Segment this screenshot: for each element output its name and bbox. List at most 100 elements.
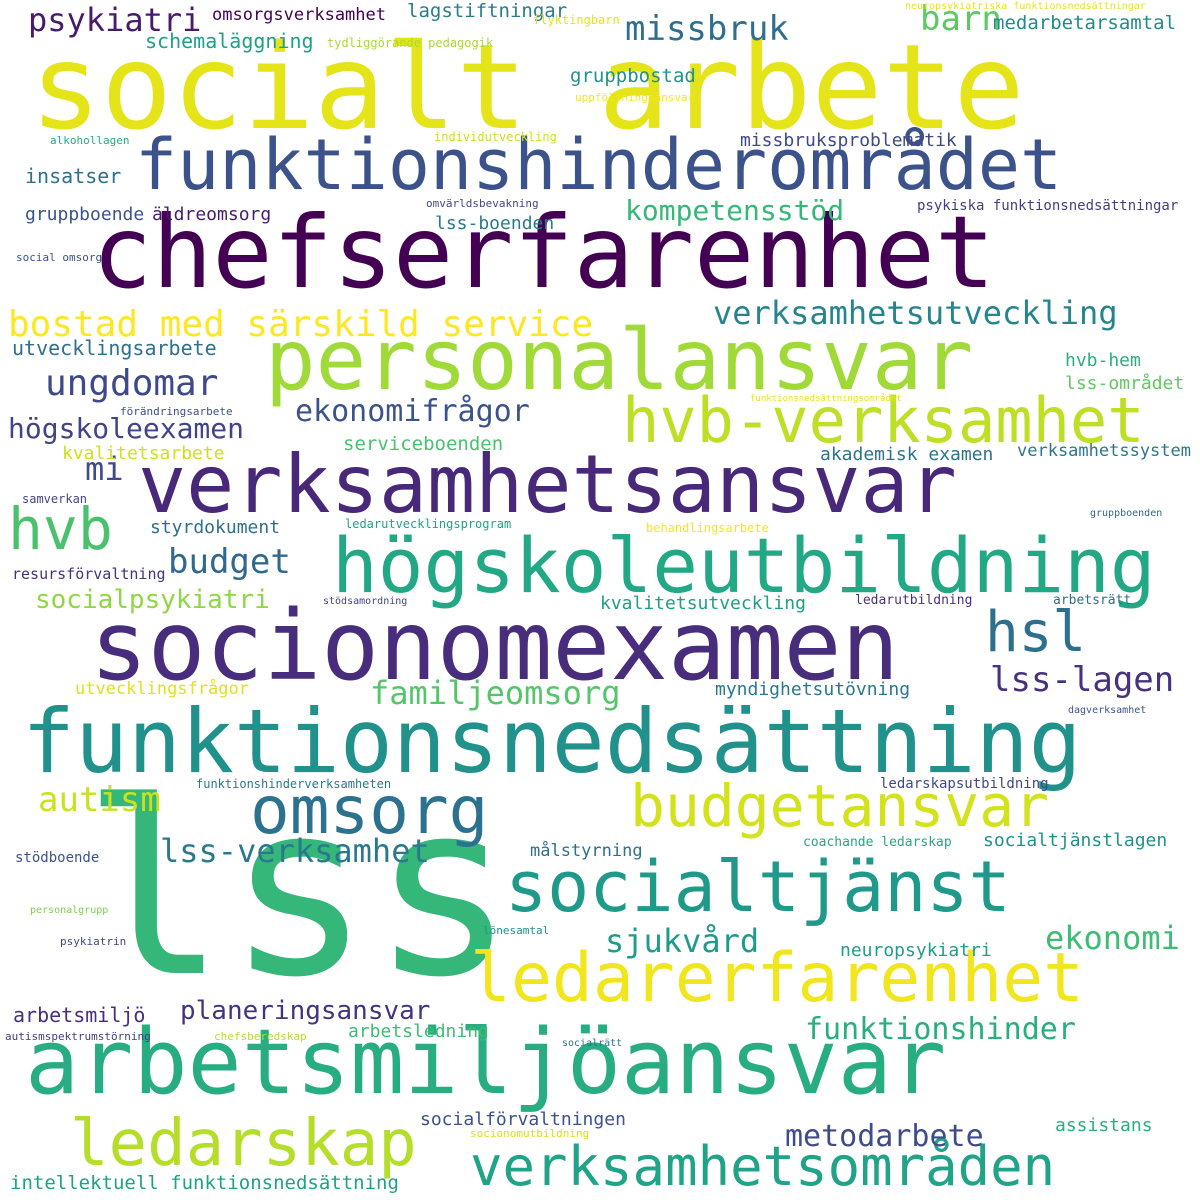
word: högskoleexamen bbox=[8, 412, 245, 445]
word: utvecklingsarbete bbox=[12, 336, 217, 360]
word: ledarskap bbox=[70, 1107, 417, 1181]
word: lagstiftningar bbox=[407, 0, 568, 22]
word: tydliggörande pedagogik bbox=[327, 36, 494, 50]
word: budget bbox=[168, 542, 291, 582]
word: familjeomsorg bbox=[370, 674, 621, 712]
word: planeringsansvar bbox=[180, 996, 431, 1026]
word: flyktingbarn bbox=[533, 13, 620, 27]
word: samverkan bbox=[22, 492, 88, 506]
word: arbetsrätt bbox=[1053, 593, 1132, 608]
word: socialt arbete bbox=[30, 18, 1025, 156]
word: omvärldsbevakning bbox=[426, 197, 539, 210]
word: alkohollagen bbox=[50, 134, 130, 147]
word: dagverksamhet bbox=[1068, 705, 1147, 716]
word: verksamhetsutveckling bbox=[713, 294, 1118, 332]
word: lss-lagen bbox=[990, 660, 1175, 700]
word: kvalitetsutveckling bbox=[600, 593, 806, 614]
word: socialrätt bbox=[562, 1038, 623, 1049]
word: psykiatrin bbox=[60, 935, 127, 948]
word: funktionshinderområdet bbox=[135, 124, 1063, 206]
word: kompetensstöd bbox=[625, 194, 845, 227]
word: sjukvård bbox=[605, 922, 760, 960]
word: autismspektrumstörning bbox=[5, 1030, 151, 1043]
word: neuropsykiatriska funktionsnedsättningar bbox=[905, 1, 1146, 12]
word: metodarbete bbox=[785, 1119, 984, 1154]
word: hvb-verksamhet bbox=[622, 384, 1145, 457]
word: ledarskapsutbildning bbox=[880, 776, 1049, 792]
word: hsl bbox=[985, 600, 1087, 665]
word: ledarerfarenhet bbox=[470, 939, 1085, 1018]
word: medarbetarsamtal bbox=[993, 12, 1177, 34]
word: arbetsmiljöansvar bbox=[25, 1010, 947, 1115]
word: missbruksproblematik bbox=[740, 130, 957, 151]
word: kvalitetsarbete bbox=[62, 443, 225, 464]
word: autism bbox=[38, 780, 161, 820]
word: psykiska funktionsnedsättningar bbox=[917, 198, 1179, 214]
word: styrdokument bbox=[150, 517, 281, 538]
word: lss-området bbox=[1065, 373, 1185, 394]
word: verksamhetssystem bbox=[1017, 441, 1191, 461]
word: socialpsykiatri bbox=[35, 585, 270, 615]
word: neuropsykiatri bbox=[840, 940, 992, 961]
word: mi bbox=[85, 450, 124, 488]
word: budgetansvar bbox=[630, 772, 1050, 840]
word: stödboende bbox=[15, 850, 100, 866]
word: chefsberedskap bbox=[214, 1030, 307, 1043]
word: social omsorg bbox=[16, 251, 103, 264]
word: myndighetsutövning bbox=[715, 679, 911, 700]
word: ekonomifrågor bbox=[295, 394, 530, 429]
word: ekonomi bbox=[1045, 919, 1180, 957]
word: lss-boenden bbox=[435, 213, 555, 234]
word: missbruk bbox=[625, 9, 789, 49]
word: målstyrning bbox=[530, 841, 643, 861]
word: akademisk examen bbox=[820, 444, 994, 465]
word: psykiatri bbox=[28, 1, 202, 39]
word: barn bbox=[920, 0, 1002, 39]
word: uppföljningsansvar bbox=[575, 91, 695, 104]
word: omsorg bbox=[250, 772, 489, 849]
word: funktionsnedsättning bbox=[22, 690, 1082, 793]
word: gruppboende bbox=[25, 204, 145, 225]
word: assistans bbox=[1055, 1115, 1153, 1136]
word: socionomexamen bbox=[90, 590, 900, 702]
word: ledarutbildning bbox=[855, 593, 973, 608]
word: funktionshinder bbox=[805, 1012, 1076, 1047]
word: lss-verksamhet bbox=[160, 832, 430, 870]
word: omsorgsverksamhet bbox=[212, 5, 386, 25]
word: lss bbox=[82, 750, 516, 1030]
word: socialtjänst bbox=[505, 846, 1011, 928]
word: hvb bbox=[8, 495, 113, 563]
word: chefserfarenhet bbox=[92, 194, 996, 311]
word: ledarutvecklingsprogram bbox=[345, 517, 512, 531]
word: socionomutbildning bbox=[470, 1127, 590, 1140]
word: funktionsnedsättningsområdet bbox=[750, 394, 902, 404]
word: stödsamordning bbox=[323, 596, 408, 607]
word: resursförvaltning bbox=[12, 565, 166, 583]
word: insatser bbox=[25, 164, 122, 188]
word: förändringsarbete bbox=[120, 405, 233, 418]
word: arbetsmiljö bbox=[13, 1003, 146, 1027]
word: schemaläggning bbox=[145, 29, 314, 53]
word: funktionshinderverksamheten bbox=[196, 777, 392, 791]
word: lönesamtal bbox=[483, 924, 550, 937]
word: personalansvar bbox=[265, 311, 974, 409]
word: gruppbostad bbox=[570, 65, 696, 87]
word: serviceboenden bbox=[343, 433, 504, 455]
word: socialförvaltningen bbox=[420, 1109, 626, 1130]
word: arbetsledning bbox=[348, 1021, 489, 1042]
word: verksamhetsansvar bbox=[138, 438, 957, 531]
word: personalgrupp bbox=[30, 905, 109, 916]
word: coachande ledarskap bbox=[803, 835, 952, 850]
word: bostad med särskild service bbox=[8, 304, 594, 345]
word: behandlingsarbete bbox=[646, 521, 769, 535]
word: verksamhetsområden bbox=[470, 1135, 1056, 1198]
word: utvecklingsfrågor bbox=[75, 679, 249, 699]
word: äldreomsorg bbox=[152, 204, 272, 225]
word: socialtjänstlagen bbox=[983, 830, 1168, 851]
word: högskoleutbildning bbox=[332, 521, 1156, 610]
word: intellektuell funktionsnedsättning bbox=[10, 1172, 399, 1194]
word: individutveckling bbox=[434, 130, 557, 144]
word: hvb-hem bbox=[1065, 350, 1141, 371]
word: ungdomar bbox=[45, 363, 219, 404]
